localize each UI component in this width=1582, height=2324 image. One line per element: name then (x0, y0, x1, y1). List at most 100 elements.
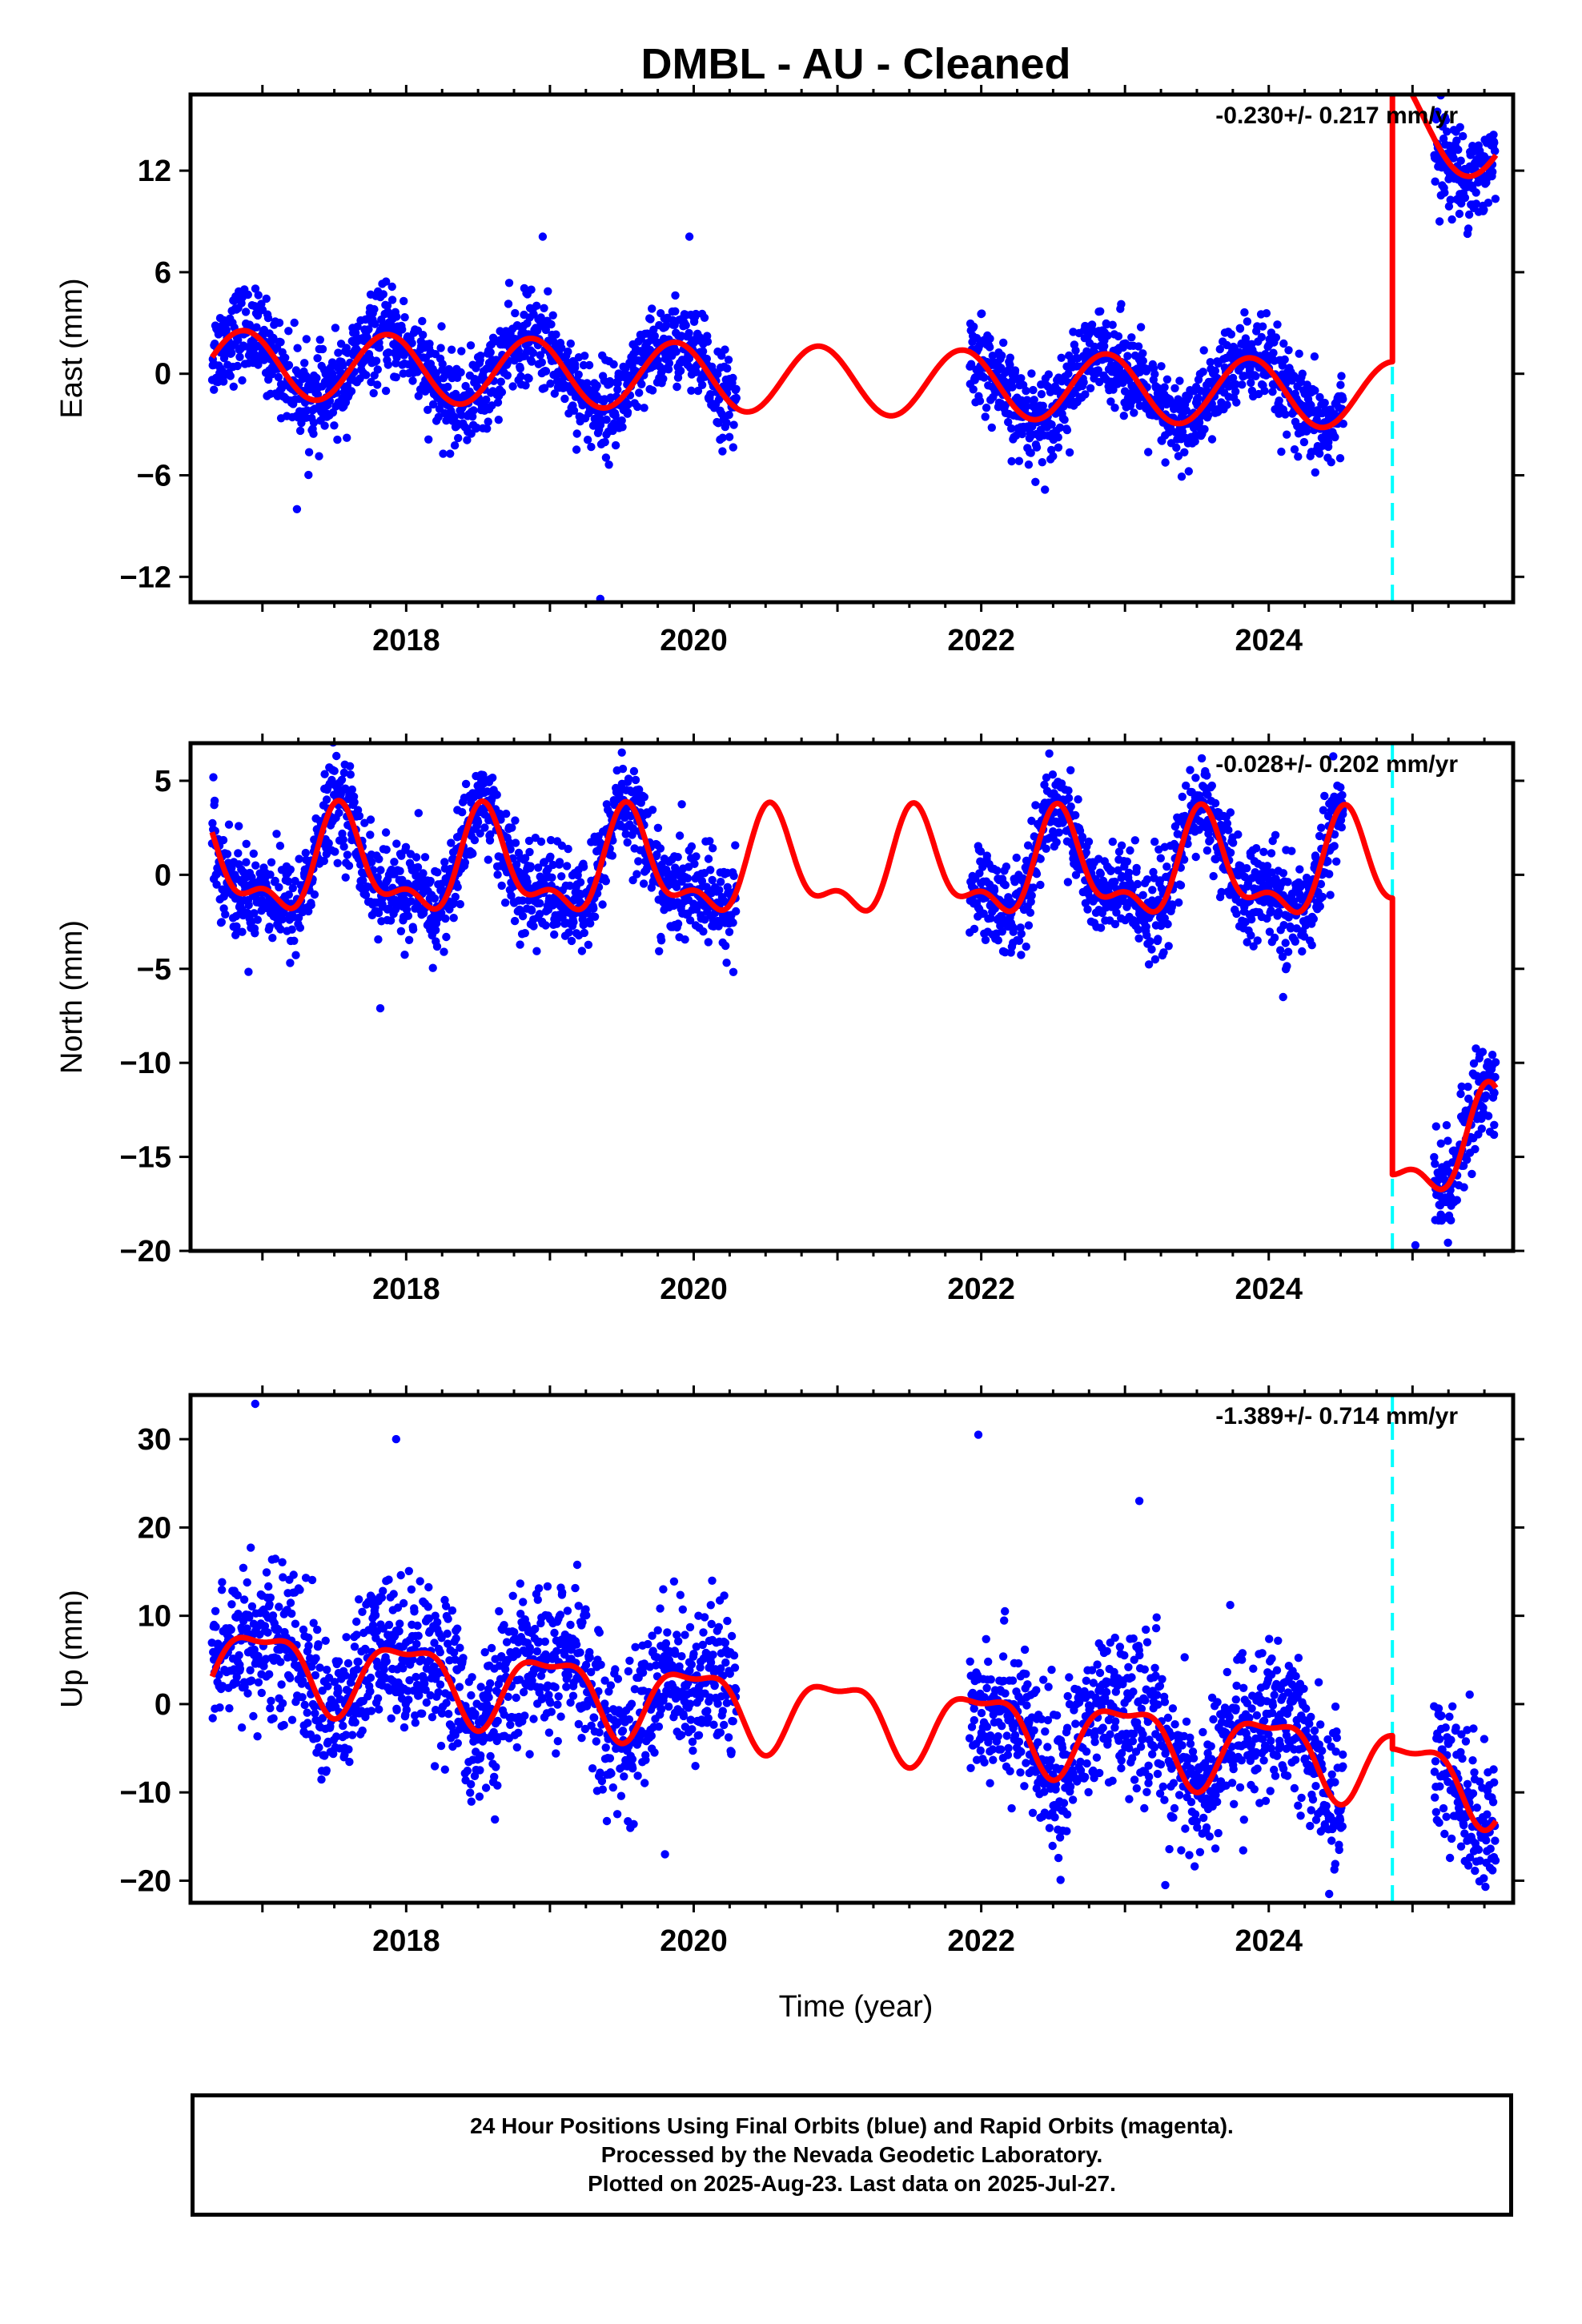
data-point (692, 852, 701, 861)
data-point (286, 865, 295, 875)
data-point (1122, 857, 1132, 866)
data-point (1484, 199, 1493, 207)
data-point (390, 858, 399, 866)
data-point (1491, 195, 1500, 203)
data-point (535, 910, 544, 919)
data-point (414, 809, 423, 818)
data-point (327, 358, 337, 367)
data-point (253, 915, 262, 924)
data-point (1052, 838, 1061, 847)
plot-area-up (207, 1395, 1500, 1903)
data-point (534, 863, 543, 872)
data-point (518, 911, 528, 921)
data-point (493, 398, 503, 407)
data-point (374, 935, 383, 944)
data-point (1100, 342, 1109, 351)
data-point (398, 325, 407, 334)
data-point (516, 940, 524, 949)
data-point (1478, 1047, 1488, 1056)
data-point (732, 907, 741, 916)
data-point (1017, 951, 1026, 959)
data-point (1027, 816, 1036, 826)
data-point (234, 849, 243, 858)
data-point (370, 305, 379, 314)
data-point (698, 347, 708, 356)
data-point (525, 847, 534, 857)
data-point (1157, 921, 1166, 931)
data-point (359, 876, 367, 885)
data-point (1044, 370, 1054, 379)
data-point (643, 329, 652, 338)
data-point (330, 421, 339, 430)
data-point (456, 899, 464, 909)
data-point (1209, 871, 1218, 881)
data-point (1170, 384, 1179, 392)
data-point (1065, 448, 1074, 457)
data-point (692, 309, 701, 319)
data-point (1232, 398, 1241, 407)
data-point (324, 838, 333, 848)
data-point (1026, 448, 1035, 457)
data-point (541, 921, 550, 930)
data-point (518, 896, 527, 905)
data-point (1082, 848, 1090, 857)
data-point (219, 354, 229, 363)
data-point (541, 325, 551, 335)
data-point (428, 963, 437, 972)
data-point (725, 432, 734, 441)
data-point (1157, 362, 1166, 371)
data-point (729, 871, 738, 881)
data-point (601, 453, 611, 462)
data-point (602, 415, 611, 424)
data-point (637, 380, 646, 388)
data-point (572, 429, 581, 438)
data-point (536, 899, 544, 908)
x-tick-label: 2020 (660, 624, 728, 657)
data-point (424, 435, 433, 444)
data-point (546, 852, 555, 862)
data-point (1324, 437, 1333, 447)
data-point (1338, 790, 1347, 800)
data-point (262, 294, 271, 304)
data-point (1081, 390, 1090, 399)
data-point (548, 873, 556, 883)
data-point (584, 940, 593, 950)
data-point (1231, 387, 1240, 396)
data-point (1253, 936, 1262, 945)
data-point (290, 318, 299, 328)
data-point (341, 784, 350, 793)
data-point (290, 936, 299, 946)
data-point (536, 837, 546, 846)
data-point (1119, 412, 1129, 420)
data-point (1320, 791, 1329, 801)
data-point (648, 386, 657, 395)
data-point (1040, 780, 1049, 790)
data-point (1174, 898, 1183, 907)
data-point (1134, 342, 1143, 351)
data-point (1243, 864, 1251, 873)
data-point (1284, 346, 1293, 355)
data-point (242, 839, 251, 849)
data-point (1224, 826, 1233, 834)
data-point (225, 1704, 234, 1713)
data-point (1008, 383, 1017, 392)
data-point (589, 904, 598, 913)
data-point (640, 404, 648, 412)
data-point (1204, 411, 1213, 420)
data-point (1184, 467, 1194, 476)
data-point (322, 795, 331, 804)
data-point (262, 1568, 271, 1577)
data-point (315, 336, 324, 344)
data-point (998, 351, 1006, 360)
data-point (313, 354, 322, 363)
data-point (450, 441, 460, 450)
data-point (374, 908, 383, 918)
data-point (219, 377, 228, 386)
data-point (673, 853, 682, 862)
data-point (683, 874, 693, 883)
data-point (507, 891, 516, 900)
data-point (218, 367, 227, 376)
data-point (1235, 324, 1245, 333)
data-point (1294, 452, 1303, 461)
data-point (485, 836, 495, 845)
